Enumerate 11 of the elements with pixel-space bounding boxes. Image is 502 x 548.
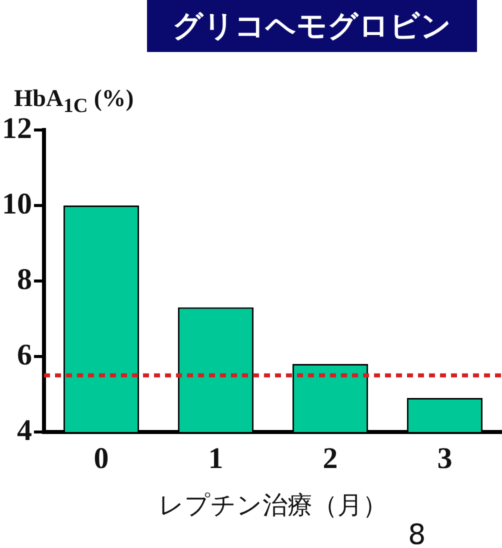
text: 8	[408, 518, 426, 548]
y-tick-label: 6	[17, 338, 32, 372]
y-tick-label: 10	[2, 187, 32, 220]
chart-title: グリコヘモグロビン	[147, 0, 477, 52]
x-tick-label: 2	[322, 442, 338, 475]
x-tick-label: 3	[437, 442, 452, 475]
x-tick-label: 1	[208, 442, 224, 475]
y-tick-label: 4	[17, 414, 32, 447]
y-tick-label: 8	[17, 262, 32, 296]
x-axis-title: レプチン治療（月）	[158, 490, 388, 520]
x-tick-label: 0	[94, 442, 109, 475]
